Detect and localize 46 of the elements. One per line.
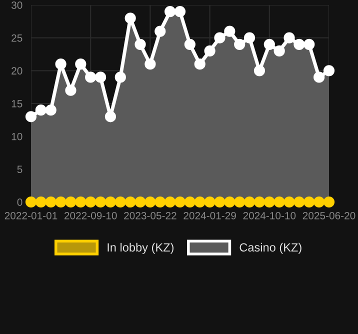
x-tick-label: 2023-05-22 (124, 212, 176, 220)
point (234, 196, 246, 208)
point (184, 196, 196, 208)
point (94, 196, 106, 208)
point (114, 196, 126, 208)
point (314, 196, 325, 208)
point (284, 196, 295, 208)
point (294, 196, 305, 208)
point (264, 196, 275, 208)
point (174, 196, 186, 208)
point (85, 196, 96, 208)
x-tick-label: 2024-10-10 (243, 212, 296, 220)
legend-label: In lobby (KZ) (108, 242, 174, 254)
point (25, 196, 37, 208)
point (304, 196, 315, 208)
x-tick-label: 2024-01-29 (184, 212, 236, 220)
y-tick-label: 25 (12, 34, 22, 42)
point (154, 196, 166, 208)
point (75, 196, 86, 208)
y-tick-label: 10 (12, 132, 22, 140)
point (55, 196, 66, 208)
y-tick-label: 0 (17, 198, 22, 206)
point (35, 196, 46, 208)
y-tick-label: 20 (12, 67, 22, 75)
point (224, 196, 236, 208)
x-tick-label: 2022-09-10 (64, 212, 117, 220)
point (323, 196, 335, 208)
y-tick-label: 30 (11, 2, 22, 9)
point (274, 196, 285, 208)
point (254, 196, 266, 208)
point (134, 196, 146, 208)
point (144, 196, 156, 208)
point (214, 196, 226, 208)
legend-label: Casino (KZ) (240, 242, 302, 254)
x-tick-label: 2022-01-01 (4, 212, 58, 220)
y-tick-label: 5 (17, 166, 22, 174)
point (45, 196, 56, 208)
x-tick-label: 2025-06-20 (302, 212, 356, 220)
point (65, 196, 76, 208)
y-tick-label: 15 (12, 100, 22, 108)
point (124, 196, 136, 208)
point (194, 196, 206, 208)
point (104, 196, 116, 208)
point (244, 196, 256, 208)
point (164, 196, 176, 208)
point (204, 196, 216, 208)
